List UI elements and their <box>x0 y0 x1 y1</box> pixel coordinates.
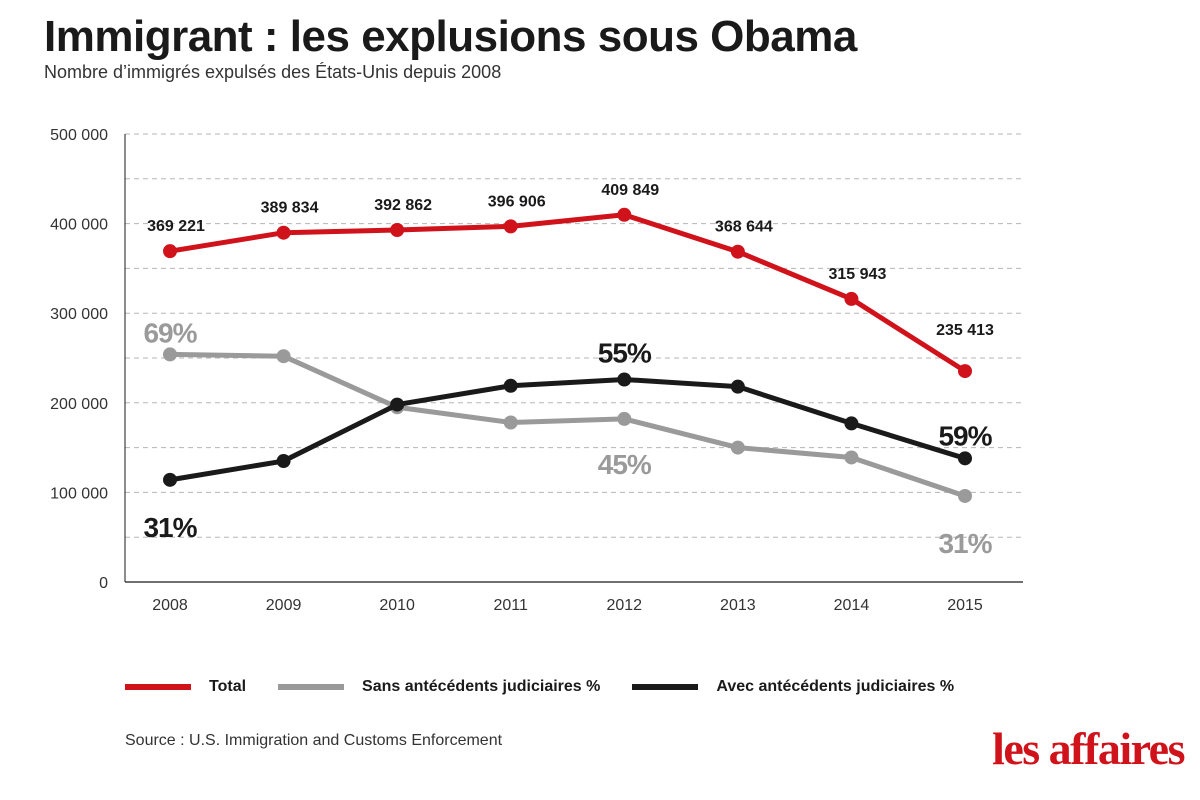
series-line-avec <box>167 377 968 483</box>
data-point-total <box>276 225 291 240</box>
chart-title: Immigrant : les explusions sous Obama <box>44 12 857 61</box>
series-line-sans <box>167 351 968 499</box>
data-point-avec <box>617 372 632 387</box>
data-point-sans <box>276 349 291 364</box>
y-tick-label: 400 000 <box>50 217 108 234</box>
x-tick-label: 2014 <box>834 597 870 614</box>
legend-item-total: Total <box>125 678 246 696</box>
annotation-avec: 55% <box>598 338 652 369</box>
data-point-total <box>390 222 405 237</box>
legend-item-avec: Avec antécédents judiciaires % <box>632 678 954 696</box>
data-label-total: 409 849 <box>601 182 659 199</box>
annotation-sans: 31% <box>938 528 992 559</box>
legend-item-sans: Sans antécédents judiciaires % <box>278 678 600 696</box>
x-tick-label: 2012 <box>606 597 642 614</box>
data-point-total <box>844 291 859 306</box>
data-point-sans <box>503 415 518 430</box>
data-point-total <box>958 364 972 379</box>
data-point-avec <box>503 378 518 393</box>
x-tick-label: 2015 <box>947 597 983 614</box>
y-axis: 0 100 000 200 000 300 000 400 000 500 000 <box>50 127 108 592</box>
data-point-total <box>617 207 632 222</box>
line-chart: 0 100 000 200 000 300 000 400 000 500 000 200… <box>50 127 1023 614</box>
data-point-avec <box>958 451 972 466</box>
data-point-avec <box>844 416 859 431</box>
annotation-sans: 45% <box>598 449 652 480</box>
y-tick-label: 100 000 <box>50 485 108 502</box>
data-point-sans <box>163 347 177 362</box>
series-line-total <box>167 212 968 374</box>
annotation-avec: 59% <box>938 420 992 451</box>
data-point-sans <box>958 488 972 503</box>
data-point-sans <box>730 440 745 455</box>
annotation-sans: 69% <box>143 317 197 348</box>
data-point-total <box>163 244 177 259</box>
y-tick-label: 200 000 <box>50 396 108 413</box>
y-tick-label: 500 000 <box>50 127 108 144</box>
x-tick-label: 2011 <box>494 597 529 614</box>
x-tick-label: 2013 <box>720 597 756 614</box>
publisher-logo: les affaires <box>992 723 1185 774</box>
data-point-avec <box>276 454 291 469</box>
grid-lines <box>125 133 1023 538</box>
y-tick-label: 300 000 <box>50 306 108 323</box>
data-label-total: 368 644 <box>715 219 773 236</box>
data-point-total <box>730 244 745 259</box>
y-tick-label: 0 <box>99 575 108 592</box>
legend-label-total: Total <box>209 678 247 695</box>
x-axis: 2008 2009 2010 2011 2012 2013 2014 2015 <box>124 134 1023 614</box>
data-point-sans <box>617 411 632 426</box>
legend: Total Sans antécédents judiciaires % Ave… <box>125 675 986 699</box>
legend-label-avec: Avec antécédents judiciaires % <box>716 678 955 695</box>
data-label-total: 235 413 <box>936 322 994 339</box>
legend-swatch-total <box>125 684 191 690</box>
data-label-total: 396 906 <box>488 193 546 210</box>
data-point-avec <box>390 397 405 412</box>
series-lines <box>163 207 972 503</box>
data-label-total: 315 943 <box>829 266 887 283</box>
x-tick-label: 2009 <box>266 597 302 614</box>
data-label-total: 389 834 <box>261 200 319 217</box>
data-point-avec <box>163 472 177 487</box>
data-label-total: 369 221 <box>147 218 205 235</box>
data-point-sans <box>844 450 859 465</box>
legend-swatch-sans <box>278 684 345 690</box>
data-labels: 369 221 389 834 392 862 396 906 409 849 368 6… <box>143 182 994 559</box>
x-tick-label: 2008 <box>152 597 188 614</box>
annotation-avec: 31% <box>143 512 197 543</box>
legend-swatch-avec <box>632 684 699 690</box>
data-point-total <box>503 219 518 234</box>
data-label-total: 392 862 <box>374 197 432 214</box>
data-point-avec <box>730 379 745 394</box>
x-tick-label: 2010 <box>379 597 415 614</box>
chart-subtitle: Nombre d’immigrés expulsés des États-Uni… <box>44 62 502 82</box>
legend-label-sans: Sans antécédents judiciaires % <box>362 678 601 695</box>
source-note: Source : U.S. Immigration and Customs En… <box>125 732 503 749</box>
